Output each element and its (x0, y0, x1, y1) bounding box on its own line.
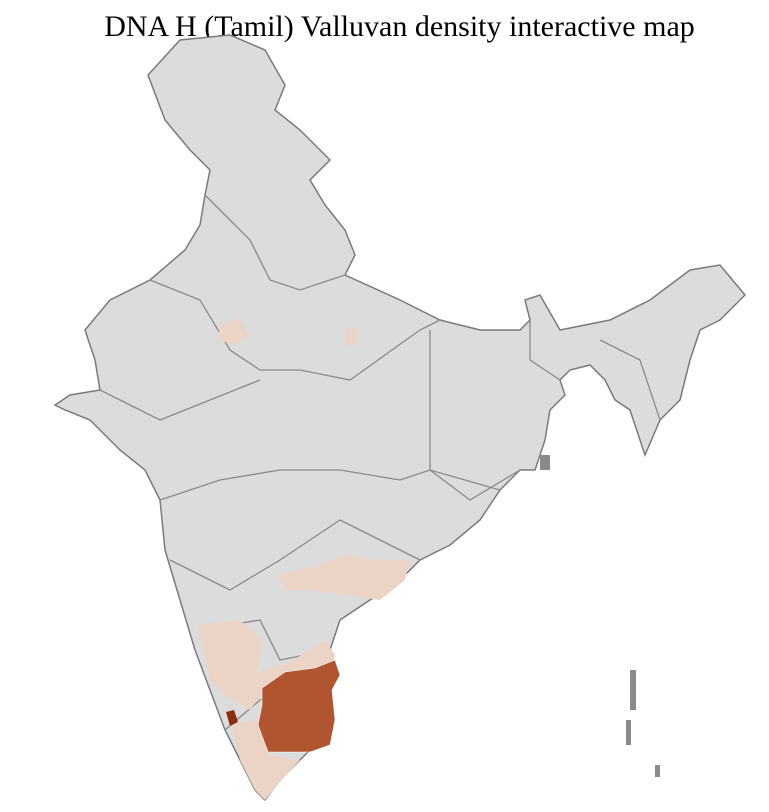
region-high-tamil-nadu[interactable] (257, 659, 341, 753)
region-low-rajasthan[interactable] (218, 318, 248, 345)
region-highest-kerala[interactable] (226, 710, 238, 726)
region-low-up[interactable] (345, 328, 358, 345)
region-low-kerala-south[interactable] (232, 720, 300, 800)
region-low-andhra-coast[interactable] (278, 555, 410, 600)
density-regions[interactable] (198, 318, 410, 800)
state-borders (99, 194, 661, 731)
region-low-karnataka[interactable] (198, 620, 335, 710)
islands (540, 455, 660, 777)
india-outline[interactable] (53, 34, 747, 802)
